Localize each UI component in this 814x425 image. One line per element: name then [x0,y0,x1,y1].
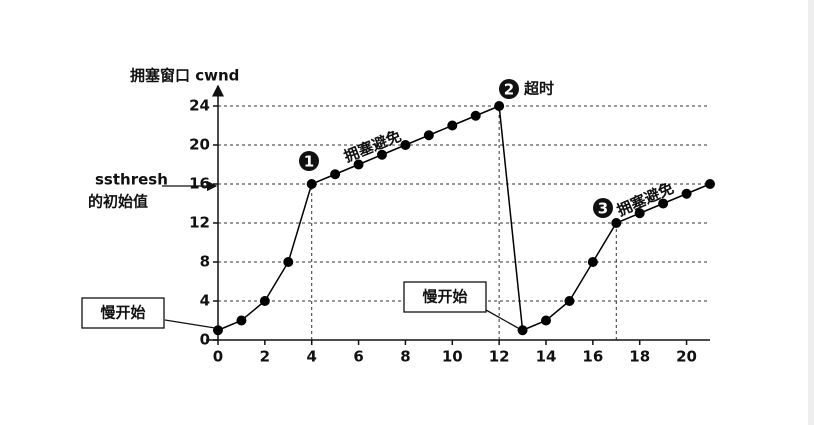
line [217,104,711,332]
point [611,218,622,228]
point [564,296,575,306]
point [377,149,387,160]
x-tick-label: 4 [306,348,316,366]
annotation-line [485,309,519,329]
y-tick-label: 12 [189,214,210,232]
point [330,169,341,180]
point [541,315,551,326]
point [658,198,669,209]
x-tick-label: 12 [489,348,510,366]
x-tick-label: 8 [400,348,410,366]
circled-number: 3 [598,200,608,218]
circled-number-bg [299,151,319,171]
point [236,315,247,326]
point [587,257,598,267]
y-tick-label: 24 [189,97,210,115]
annotation-box [403,281,487,313]
annotation: 超时 [523,80,554,98]
x-tick-label: 2 [260,348,270,366]
x-tick-label: 10 [442,348,463,366]
page-edge [808,0,814,425]
point [423,130,434,141]
y-axis-label: 拥塞窗口 cwnd [130,67,239,85]
point [353,159,364,170]
x-tick-label: 6 [353,348,363,366]
circled-number: 1 [304,153,314,171]
annotation-line [164,319,216,329]
y-tick-label: 20 [189,136,210,154]
annotation-box [81,297,165,329]
point [494,101,505,111]
x-tick-label: 18 [629,348,650,366]
point [259,296,270,306]
annotation: 拥塞避免 [614,179,676,220]
x-tick-label: 20 [676,348,697,366]
y-tick-label: 16 [189,175,210,193]
point [470,110,481,121]
annotation: 拥塞避免 [341,127,403,166]
y-tick-label: 8 [200,253,210,271]
x-tick-label: 16 [582,348,603,366]
point [213,325,223,336]
point [447,120,458,131]
point [283,257,294,267]
x-tick-label: 0 [213,348,223,366]
circled-number-bg [499,79,519,99]
point [517,325,528,336]
y-tick-label: 4 [200,292,210,310]
x-tick-label: 14 [536,348,557,366]
point [400,140,411,150]
ssthresh-label: 的初始值 [88,193,148,211]
circled-number: 2 [504,81,514,99]
annotation: 慢开始 [422,288,467,306]
point [634,208,645,219]
point [681,188,692,199]
ssthresh-label: ssthresh [95,171,168,189]
point [306,179,317,189]
point [705,179,715,189]
circled-number-bg [593,198,613,218]
y-tick-label: 0 [200,331,210,349]
annotation: 慢开始 [100,304,145,322]
